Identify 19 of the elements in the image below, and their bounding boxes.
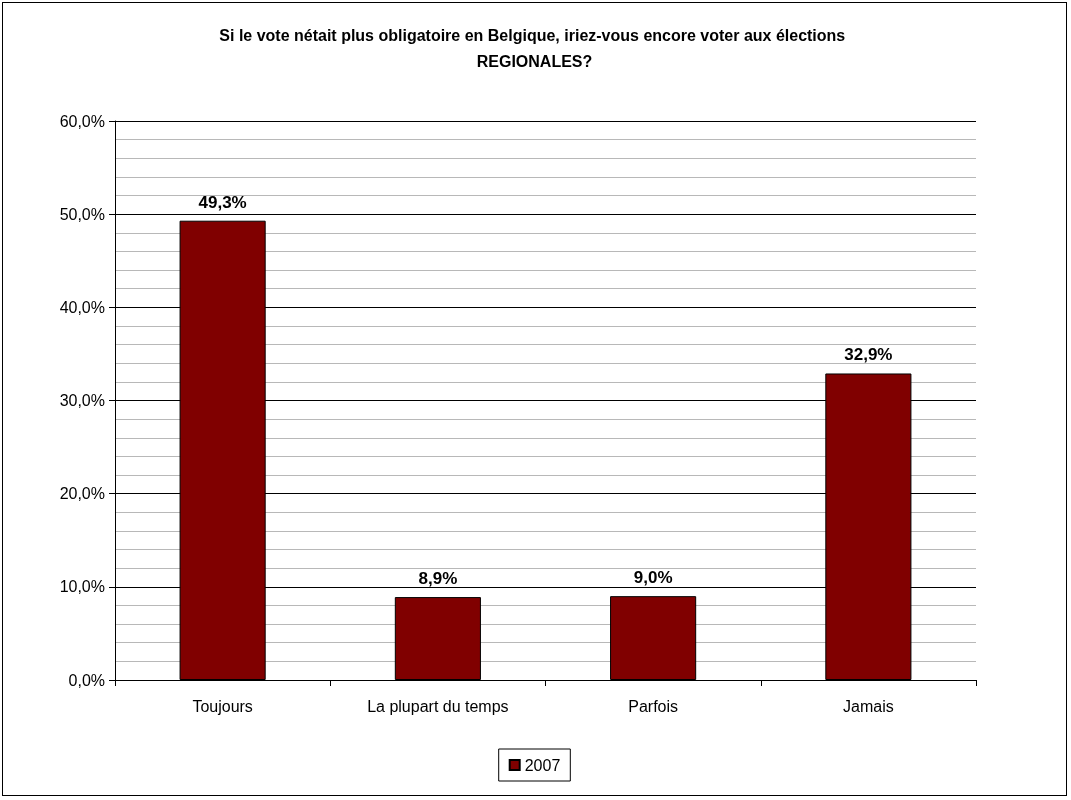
chart-title: Si le vote nétait plus obligatoire en Belgique, iriez-vous encore voter aux élections REGIONALES? (219, 26, 850, 70)
data-label: 32,9% (844, 345, 893, 365)
data-label: 9,0% (633, 568, 673, 588)
y-tick-label: 30,0% (59, 392, 105, 409)
legend-label: 2007 (524, 756, 561, 774)
data-label: 49,3% (198, 192, 247, 212)
y-tick-label: 40,0% (59, 298, 105, 316)
x-tick-label: La plupart du temps (367, 697, 509, 715)
y-tick-label: 20,0% (59, 485, 105, 503)
data-label: 8,9% (418, 569, 458, 589)
y-tick-label: 0,0% (68, 671, 105, 689)
y-tick-label: 50,0% (59, 205, 105, 223)
y-tick-label: 10,0% (59, 578, 105, 596)
x-tick-label: Jamais (843, 697, 894, 715)
y-tick-label: 60,0% (59, 112, 105, 130)
bar (610, 596, 697, 680)
bar (394, 597, 481, 680)
x-tick-label: Parfois (628, 697, 679, 715)
x-tick-label: Toujours (192, 697, 253, 715)
